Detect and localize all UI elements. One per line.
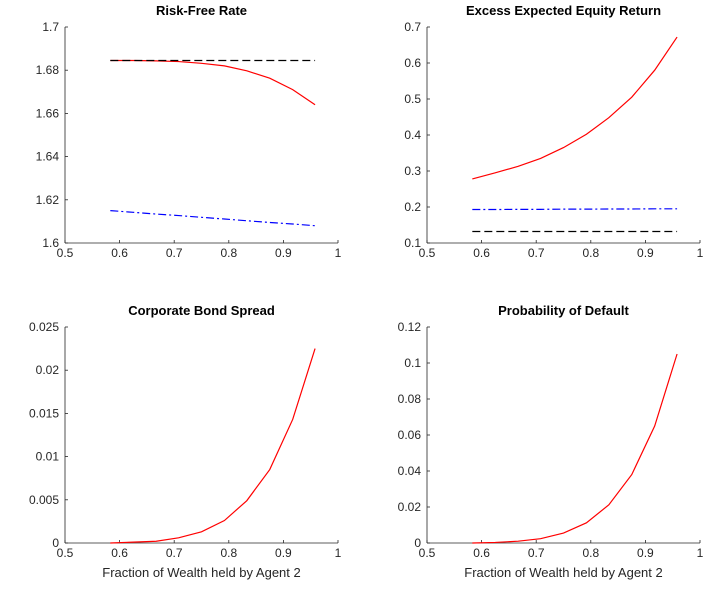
x-axis-label: Fraction of Wealth held by Agent 2 — [102, 565, 301, 580]
x-tick-label: 0.5 — [57, 546, 74, 560]
y-tick-label: 0.2 — [404, 200, 421, 214]
y-tick-label: 0 — [414, 536, 421, 550]
chart-title: Excess Expected Equity Return — [466, 3, 661, 18]
data-line — [472, 208, 678, 211]
y-tick-label: 0.025 — [29, 320, 59, 334]
x-tick-label: 1 — [335, 546, 342, 560]
x-tick-label: 0.8 — [582, 546, 599, 560]
x-tick-label: 0.6 — [473, 246, 490, 260]
x-tick-label: 0.8 — [220, 246, 237, 260]
y-tick-label: 0.02 — [398, 500, 422, 514]
x-tick-label: 0.5 — [419, 246, 436, 260]
x-tick-label: 0.9 — [275, 546, 292, 560]
x-axis-label: Fraction of Wealth held by Agent 2 — [464, 565, 663, 580]
y-tick-label: 0.4 — [404, 128, 421, 142]
y-tick-label: 0.015 — [29, 406, 59, 420]
x-tick-label: 0.7 — [528, 546, 545, 560]
data-line — [110, 59, 316, 106]
chart-title: Corporate Bond Spread — [128, 303, 275, 318]
y-tick-label: 0.6 — [404, 56, 421, 70]
y-tick-label: 1.6 — [42, 236, 59, 250]
y-tick-label: 0.04 — [398, 464, 422, 478]
data-line — [472, 36, 678, 180]
data-line — [110, 348, 316, 544]
x-tick-label: 0.6 — [473, 546, 490, 560]
x-tick-label: 0.9 — [275, 246, 292, 260]
y-tick-label: 0.5 — [404, 92, 421, 106]
y-tick-label: 0.7 — [404, 20, 421, 34]
y-tick-label: 0 — [52, 536, 59, 550]
x-tick-label: 0.7 — [528, 246, 545, 260]
x-tick-label: 0.6 — [111, 546, 128, 560]
y-tick-label: 0.12 — [398, 320, 422, 334]
chart-title: Probability of Default — [498, 303, 629, 318]
data-line — [472, 353, 678, 544]
x-tick-label: 0.5 — [419, 546, 436, 560]
x-tick-label: 0.6 — [111, 246, 128, 260]
y-tick-label: 0.1 — [404, 236, 421, 250]
y-tick-label: 0.01 — [36, 450, 60, 464]
x-tick-label: 1 — [697, 246, 704, 260]
y-tick-label: 0.3 — [404, 164, 421, 178]
x-tick-label: 0.5 — [57, 246, 74, 260]
y-tick-label: 1.62 — [36, 193, 60, 207]
y-tick-label: 0.1 — [404, 356, 421, 370]
x-tick-label: 0.9 — [637, 546, 654, 560]
chart-title: Risk-Free Rate — [156, 3, 247, 18]
y-tick-label: 1.66 — [36, 106, 60, 120]
x-tick-label: 0.7 — [166, 546, 183, 560]
x-tick-label: 0.8 — [220, 546, 237, 560]
x-tick-label: 1 — [697, 546, 704, 560]
x-tick-label: 0.7 — [166, 246, 183, 260]
x-tick-label: 0.8 — [582, 246, 599, 260]
x-tick-label: 0.9 — [637, 246, 654, 260]
x-tick-label: 1 — [335, 246, 342, 260]
y-tick-label: 1.7 — [42, 20, 59, 34]
y-tick-label: 1.64 — [36, 150, 60, 164]
y-tick-label: 1.68 — [36, 63, 60, 77]
y-tick-label: 0.005 — [29, 493, 59, 507]
y-tick-label: 0.02 — [36, 363, 60, 377]
y-tick-label: 0.06 — [398, 428, 422, 442]
data-line — [110, 210, 316, 227]
y-tick-label: 0.08 — [398, 392, 422, 406]
